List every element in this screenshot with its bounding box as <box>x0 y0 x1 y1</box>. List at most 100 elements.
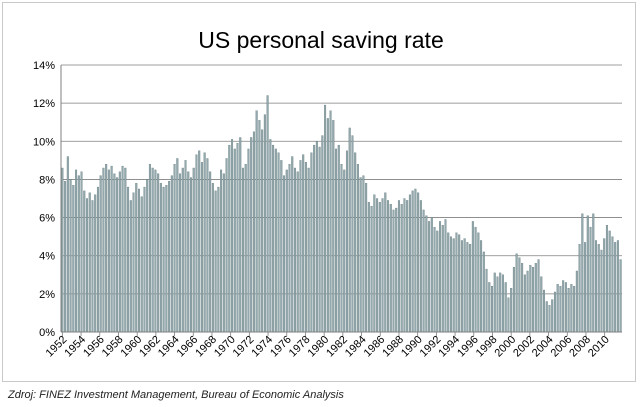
bar <box>521 263 524 333</box>
bar <box>179 173 182 333</box>
bar <box>140 196 143 333</box>
bar <box>315 141 318 333</box>
bar <box>447 232 450 333</box>
bar <box>408 194 411 333</box>
bar <box>211 183 214 333</box>
bar <box>389 204 392 333</box>
bar <box>614 242 617 333</box>
bar <box>135 183 138 333</box>
bar <box>414 188 417 333</box>
bar <box>252 131 255 333</box>
y-axis-ticks: 0% 2% 4% 6% 8% 10% 12% 14% <box>33 60 55 339</box>
bar <box>225 158 228 333</box>
bar <box>304 162 307 333</box>
bar <box>449 236 452 333</box>
bar <box>310 152 313 333</box>
x-tick-label: 2010 <box>586 334 612 360</box>
bar <box>272 144 275 333</box>
bar <box>384 192 387 333</box>
bar <box>564 282 567 333</box>
bar <box>616 240 619 333</box>
bar <box>296 171 299 333</box>
bar <box>370 205 373 333</box>
source-note: Zdroj: FINEZ Investment Management, Bure… <box>8 389 344 401</box>
bar <box>428 221 431 333</box>
bar <box>515 253 518 333</box>
bar <box>340 164 343 333</box>
bar <box>61 167 64 333</box>
bar <box>501 274 504 333</box>
bar <box>441 225 444 333</box>
bar <box>543 289 546 333</box>
bar <box>250 137 253 333</box>
bar <box>143 186 146 333</box>
bar <box>129 200 132 333</box>
bar <box>107 169 110 333</box>
bar <box>526 270 529 333</box>
bar <box>397 200 400 333</box>
bar <box>373 194 376 333</box>
bar <box>496 276 499 333</box>
bar <box>206 158 209 333</box>
bar <box>69 179 72 333</box>
bar <box>345 150 348 333</box>
bar <box>510 287 513 333</box>
bar <box>507 297 510 333</box>
bar <box>512 267 515 333</box>
bar <box>83 190 86 333</box>
bar <box>439 221 442 333</box>
bar <box>228 144 231 333</box>
bar <box>559 286 562 333</box>
bar <box>537 259 540 333</box>
bar <box>236 143 239 333</box>
y-tick-label: 10% <box>33 136 55 148</box>
bar <box>80 171 83 333</box>
bar <box>200 162 203 333</box>
bar <box>419 200 422 333</box>
bar <box>159 183 162 333</box>
bar <box>365 183 368 333</box>
bar <box>274 148 277 333</box>
bar <box>581 213 584 333</box>
y-tick-label: 4% <box>39 251 55 263</box>
bar <box>75 169 78 333</box>
bar <box>573 286 576 333</box>
bar <box>589 226 592 333</box>
bar <box>293 167 296 333</box>
chart-frame: US personal saving rate 0% 2% 4% 6% 8% 10% 12%… <box>2 2 636 382</box>
bar <box>422 209 425 333</box>
bar <box>403 198 406 333</box>
bar <box>214 190 217 333</box>
bar <box>556 284 559 333</box>
bar <box>184 160 187 333</box>
bar <box>302 154 305 333</box>
bar <box>233 148 236 333</box>
bar <box>540 276 543 333</box>
x-axis-ticks: 1952195419561958196019621964196619681970… <box>44 332 612 359</box>
bar <box>458 234 461 333</box>
bar <box>137 188 140 333</box>
bar <box>332 120 335 333</box>
bar <box>288 164 291 333</box>
bar <box>474 226 477 333</box>
y-tick-label: 8% <box>39 174 55 186</box>
bar <box>124 167 127 333</box>
bar <box>471 221 474 333</box>
bar <box>575 270 578 333</box>
bar <box>118 171 121 333</box>
bar <box>88 192 91 333</box>
bar <box>335 148 338 333</box>
bar <box>463 238 466 333</box>
bar <box>277 152 280 333</box>
bar <box>269 139 272 333</box>
bar <box>455 232 458 333</box>
bar <box>491 286 494 333</box>
y-tick-label: 6% <box>39 213 55 225</box>
bar <box>493 272 496 333</box>
bar <box>66 156 69 333</box>
bar <box>148 164 151 333</box>
bar <box>534 263 537 333</box>
bar <box>127 186 130 333</box>
bar <box>351 135 354 333</box>
bar <box>499 272 502 333</box>
